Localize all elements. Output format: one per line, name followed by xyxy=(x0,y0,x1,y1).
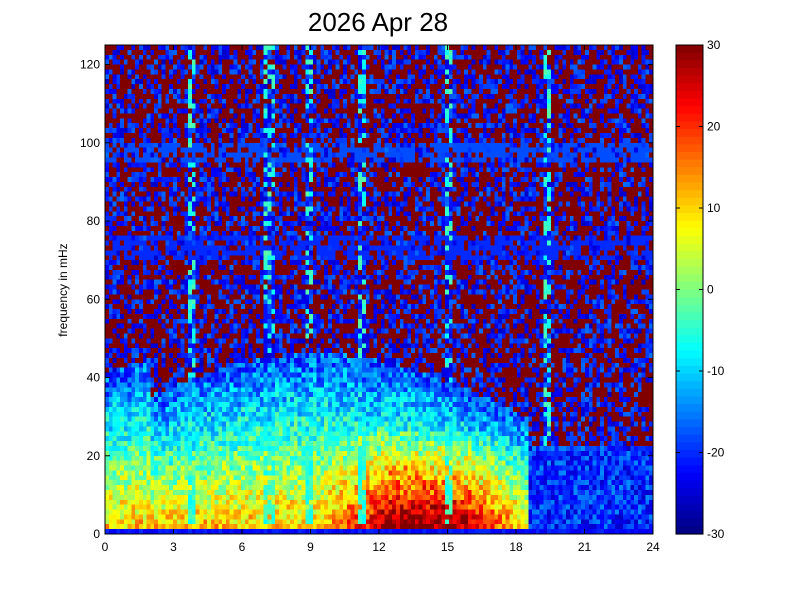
colorbar-segment xyxy=(676,129,703,138)
colorbar-segment xyxy=(676,488,703,497)
colorbar-segment xyxy=(676,67,703,77)
colorbar-segment xyxy=(676,327,703,336)
colorbar-segment xyxy=(676,358,703,367)
colorbar-tick-label: 20 xyxy=(707,120,721,134)
x-tick-label: 9 xyxy=(307,540,314,554)
colorbar-segment xyxy=(676,205,703,214)
y-tick-label: 0 xyxy=(93,527,100,541)
colorbar-segment xyxy=(676,159,703,168)
y-axis-ticks: 0 20 40 60 80 100 120 xyxy=(80,58,653,541)
y-tick-label: 120 xyxy=(80,58,100,72)
x-tick-label: 12 xyxy=(372,540,386,554)
colorbar-segment xyxy=(676,98,703,107)
colorbar-segment xyxy=(676,258,703,268)
colorbar-segment xyxy=(676,449,703,459)
colorbar-segment xyxy=(676,396,703,405)
y-tick-label: 40 xyxy=(87,371,101,385)
colorbar-segment xyxy=(676,411,703,420)
colorbar-segment xyxy=(676,52,703,61)
colorbar-segment xyxy=(676,289,703,298)
colorbar-tick-label: -30 xyxy=(707,527,725,541)
colorbar-segment xyxy=(676,480,703,489)
colorbar-segment xyxy=(676,312,703,321)
x-tick-label: 6 xyxy=(239,540,246,554)
colorbar-segment xyxy=(676,182,703,191)
colorbar-segment xyxy=(676,151,703,161)
colorbar-tick-label: -20 xyxy=(707,446,725,460)
colorbar-segment xyxy=(676,465,703,474)
colorbar-segment xyxy=(676,167,703,176)
y-axis-label: frequency in mHz xyxy=(56,243,70,336)
colorbar-segment xyxy=(676,404,703,413)
colorbar-tick-label: 0 xyxy=(707,283,714,297)
colorbar-tick-label: 10 xyxy=(707,201,721,215)
colorbar-tick-label: -10 xyxy=(707,364,725,378)
y-tick-label: 80 xyxy=(87,214,101,228)
colorbar-segment xyxy=(676,144,703,153)
colorbar-segment xyxy=(676,495,703,505)
y-tick-label: 100 xyxy=(80,136,100,150)
colorbar-segment xyxy=(676,388,703,398)
colorbar-segment xyxy=(676,113,703,123)
colorbar-segment xyxy=(676,60,703,69)
colorbar-segment xyxy=(676,457,703,466)
colorbar-segment xyxy=(676,526,703,535)
x-tick-label: 3 xyxy=(170,540,177,554)
colorbar-segment xyxy=(676,213,703,222)
colorbar-segment xyxy=(676,365,703,375)
colorbar-segment xyxy=(676,320,703,329)
colorbar-segment xyxy=(676,503,703,512)
colorbar-segment xyxy=(676,228,703,237)
chart-title: 2026 Apr 28 xyxy=(308,7,448,37)
colorbar-segment xyxy=(676,350,703,359)
colorbar-segment xyxy=(676,190,703,199)
colorbar-segment xyxy=(676,297,703,306)
colorbar xyxy=(676,45,703,535)
x-tick-label: 0 xyxy=(102,540,109,554)
y-tick-label: 20 xyxy=(87,449,101,463)
colorbar-segment xyxy=(676,472,703,482)
colorbar-segment xyxy=(676,511,703,520)
colorbar-segment xyxy=(676,220,703,229)
x-axis-ticks: 0 3 6 9 12 15 18 21 24 xyxy=(102,45,660,554)
colorbar-segment xyxy=(676,442,703,451)
spectrogram-cells xyxy=(105,45,653,534)
spectrogram-plot-area xyxy=(105,45,653,534)
colorbar-segment xyxy=(676,335,703,344)
colorbar-segment xyxy=(676,174,703,184)
colorbar-tick-label: 30 xyxy=(707,38,721,52)
colorbar-segment xyxy=(676,106,703,115)
colorbar-segment xyxy=(676,419,703,428)
colorbar-segment xyxy=(676,381,703,390)
colorbar-segment xyxy=(676,304,703,314)
colorbar-segment xyxy=(676,518,703,527)
colorbar-segment xyxy=(676,342,703,352)
colorbar-segment xyxy=(676,45,703,54)
colorbar-segment xyxy=(676,427,703,436)
colorbar-segment xyxy=(676,136,703,145)
x-tick-label: 15 xyxy=(441,540,455,554)
x-tick-label: 18 xyxy=(509,540,523,554)
colorbar-segment xyxy=(676,90,703,100)
colorbar-segment xyxy=(676,251,703,260)
colorbar-segment xyxy=(676,83,703,92)
colorbar-segment xyxy=(676,281,703,291)
colorbar-segment xyxy=(676,243,703,252)
colorbar-segment xyxy=(676,266,703,275)
colorbar-segment xyxy=(676,434,703,443)
colorbar-ticks: 30 20 10 0 -10 -20 -30 xyxy=(676,38,725,541)
colorbar-segment xyxy=(676,197,703,207)
y-tick-label: 60 xyxy=(87,292,101,306)
colorbar-segment xyxy=(676,274,703,283)
colorbar-segment xyxy=(676,373,703,382)
x-tick-label: 21 xyxy=(578,540,592,554)
colorbar-segment xyxy=(676,236,703,245)
colorbar-segment xyxy=(676,121,703,130)
x-tick-label: 24 xyxy=(646,540,660,554)
colorbar-segment xyxy=(676,75,703,84)
